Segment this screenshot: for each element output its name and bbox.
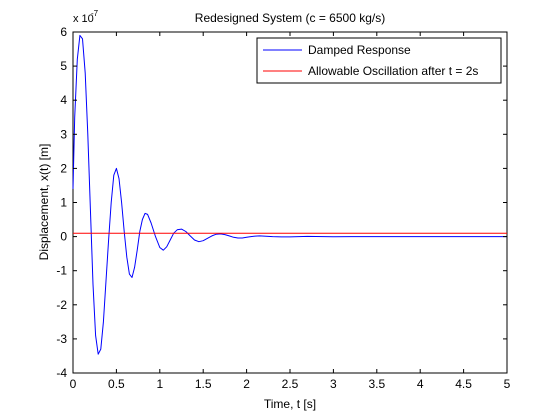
x-tick-label: 5: [504, 377, 511, 391]
legend-box: [256, 37, 502, 84]
x-axis-label: Time, t [s]: [264, 397, 316, 411]
legend-label-damped-response: Damped Response: [308, 43, 411, 57]
y-tick-label: -2: [56, 298, 67, 312]
y-exponent-label: x 10: [73, 13, 94, 25]
x-tick-label: 2: [243, 377, 250, 391]
x-tick-label: 3: [330, 377, 337, 391]
y-axis-label: Displacement, x(t) [m]: [37, 144, 51, 261]
x-tick-label: 3.5: [368, 377, 385, 391]
x-tick-label: 4: [417, 377, 424, 391]
x-tick-label: 0: [70, 377, 77, 391]
x-tick-label: 1.5: [195, 377, 212, 391]
y-tick-label: -4: [56, 366, 67, 380]
legend: Damped Response Allowable Oscillation af…: [256, 37, 502, 84]
legend-label-allowable-oscillation: Allowable Oscillation after t = 2s: [308, 64, 478, 78]
x-tick-label: 1: [156, 377, 163, 391]
x-tick-label: 4.5: [455, 377, 472, 391]
ticks-layer: 0 0.5 1 1.5 2 2.5 3 3.5 4 4.5 5 -4 -3 -2 -1 0 1 2 3 4 5 6: [56, 25, 510, 391]
x-tick-label: 0.5: [108, 377, 125, 391]
y-tick-label: -1: [56, 264, 67, 278]
y-tick-label: 6: [60, 25, 67, 39]
y-tick-label: 5: [60, 59, 67, 73]
y-tick-label: 0: [60, 230, 67, 244]
y-tick-label: -3: [56, 332, 67, 346]
y-exponent-power: -7: [91, 9, 99, 18]
y-tick-label: 3: [60, 127, 67, 141]
plot-area: [72, 31, 508, 374]
y-tick-label: 2: [60, 161, 67, 175]
series-layer: [72, 34, 507, 355]
y-tick-label: 4: [60, 93, 67, 107]
x-tick-label: 2.5: [282, 377, 299, 391]
chart-title: Redesigned System (c = 6500 kg/s): [195, 11, 385, 25]
y-tick-label: 1: [60, 196, 67, 210]
